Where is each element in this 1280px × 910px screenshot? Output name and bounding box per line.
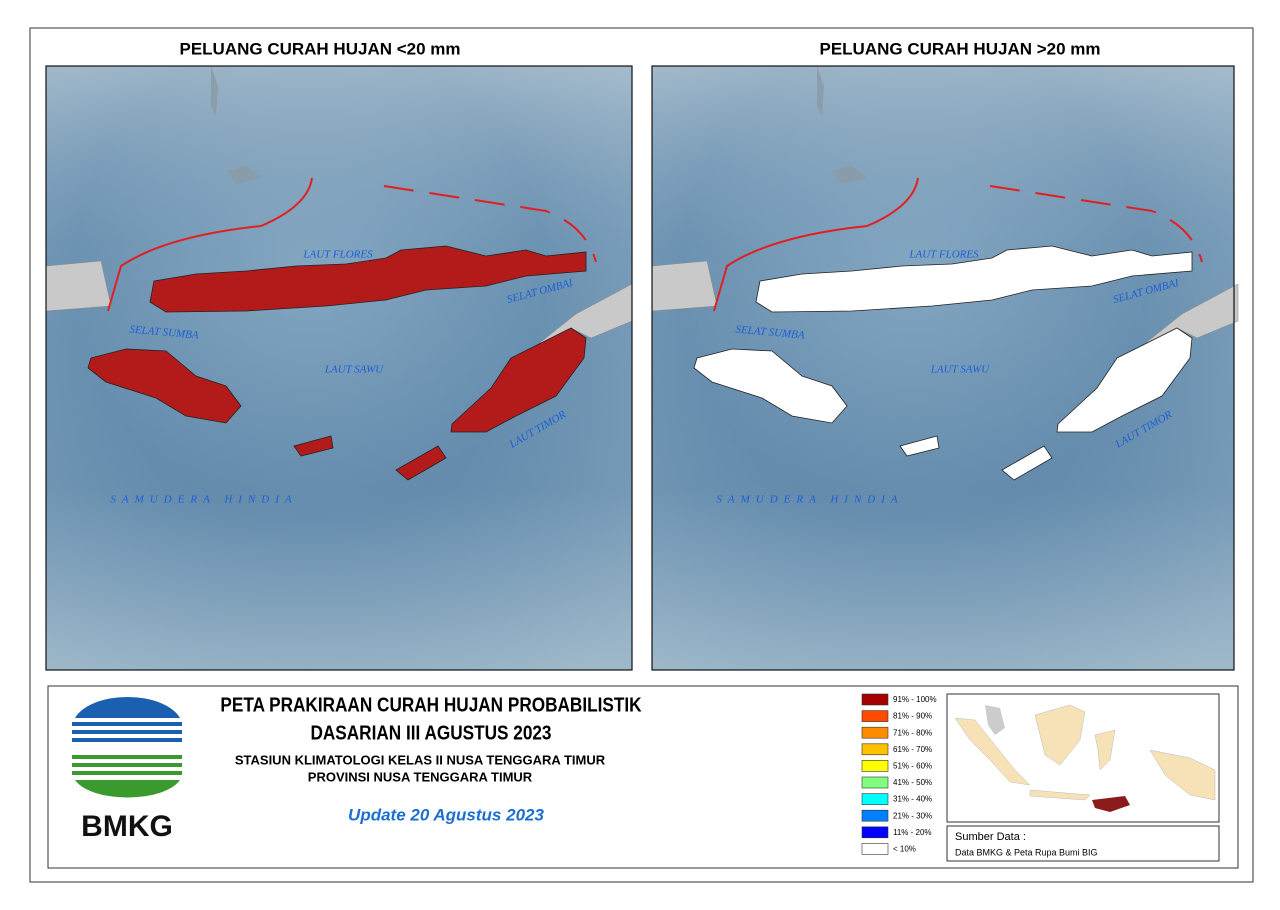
boundary-line [989,185,1203,263]
legend-swatch [861,743,889,756]
legend-swatch [861,760,889,772]
neighbour-land [651,260,718,312]
province-region [755,245,1193,313]
legend-label: 81% - 90% [893,712,932,721]
legend-swatch [861,793,889,805]
legend: 91% - 100% 81% - 90% 71% - 80% 61% - 70% 51%… [861,693,937,855]
legend-swatch [861,809,889,822]
map-frame [45,65,633,671]
sea-label: LAUT SAWU [324,364,384,376]
province-region [395,445,447,481]
map-title: PELUANG CURAH HUJAN >20 mm [819,39,1100,58]
map-title: PELUANG CURAH HUJAN <20 mm [179,39,460,58]
logo-text: BMKG [81,810,173,843]
province-region [87,348,242,424]
province-region [149,245,587,313]
province-region [450,327,587,433]
legend-swatch [861,776,889,789]
update-date: Update 20 Agustus 2023 [348,805,544,824]
bmkg-logo: BMKG [72,696,182,843]
source-heading: Sumber Data : [955,831,1026,843]
legend-swatch [861,693,889,706]
province-region [293,435,334,457]
source-box [946,825,1220,862]
province-region [1056,327,1193,433]
sea-label: LAUT FLORES [908,249,979,261]
legend-label: 41% - 50% [893,778,932,787]
sea-label: SAMUDERA HINDIA [110,494,297,506]
sea-label: LAUT FLORES [302,249,373,261]
legend-label: 71% - 80% [893,728,932,737]
source-text: Data BMKG & Peta Rupa Bumi BIG [955,847,1098,857]
legend-label: 31% - 40% [893,795,932,804]
province-region [899,435,940,457]
inset-map [946,693,1220,823]
sea-label: LAUT SAWU [930,364,990,376]
footer-subtitle: PROVINSI NUSA TENGGARA TIMUR [308,769,533,784]
footer-title: DASARIAN III AGUSTUS 2023 [310,721,551,744]
sea-label: SAMUDERA HINDIA [716,494,903,506]
legend-label: 61% - 70% [893,745,932,754]
boundary-line [383,185,597,263]
legend-swatch [861,843,889,855]
legend-label: 21% - 30% [893,811,932,820]
map-frame [651,65,1235,671]
legend-label: 91% - 100% [893,695,937,704]
legend-label: 51% - 60% [893,762,932,771]
legend-label: 11% - 20% [893,828,932,837]
footer-title: PETA PRAKIRAAN CURAH HUJAN PROBABILISTIK [220,693,642,716]
legend-swatch [861,710,889,722]
legend-swatch [861,826,889,839]
footer-subtitle: STASIUN KLIMATOLOGI KELAS II NUSA TENGGA… [235,752,606,767]
legend-label: < 10% [893,845,916,854]
province-region [1001,445,1053,481]
legend-swatch [861,726,889,739]
boundary-line [713,177,919,312]
neighbour-land [45,260,112,312]
province-region [693,348,848,424]
boundary-line [107,177,313,312]
outer-frame [29,27,1254,883]
footer-frame [47,685,1239,869]
